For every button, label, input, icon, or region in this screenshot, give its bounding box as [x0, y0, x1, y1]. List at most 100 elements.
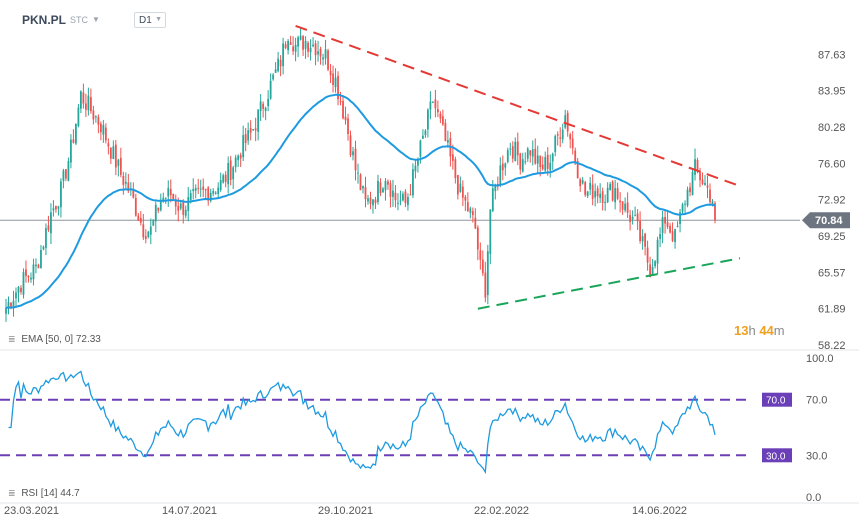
candle [382, 188, 384, 193]
candle [344, 116, 347, 121]
candle [646, 247, 649, 263]
candle [629, 215, 632, 223]
candle [591, 184, 594, 199]
candle [451, 154, 454, 161]
candle [379, 182, 382, 194]
candle [312, 44, 314, 47]
candle [424, 130, 427, 136]
rsi-tick-label: 70.0 [806, 395, 827, 407]
candle [604, 202, 607, 204]
candle [681, 204, 684, 212]
candle [369, 197, 372, 204]
rsi-params: [14] [40, 488, 58, 499]
rsi-label: RSI [21, 488, 38, 499]
candle [377, 180, 379, 203]
candle [287, 40, 290, 51]
chart-header: PKN.PL STC ▼ D1 ▼ [0, 0, 859, 40]
candle [127, 182, 130, 192]
candle [357, 172, 359, 174]
candle [204, 189, 207, 191]
candle [634, 215, 637, 217]
candle [179, 203, 182, 209]
candle [82, 92, 85, 104]
candle [644, 233, 646, 247]
y-tick-label: 58.22 [818, 340, 846, 352]
candle [666, 222, 669, 227]
candle [249, 128, 252, 133]
candle [47, 225, 50, 231]
candle [112, 146, 115, 159]
candle [359, 174, 362, 191]
candle [124, 181, 127, 184]
rsi-level-label: 30.0 [766, 451, 786, 462]
candle [654, 261, 656, 267]
candle [561, 129, 564, 140]
candle [521, 159, 524, 172]
candle [212, 190, 215, 194]
candle [197, 187, 200, 189]
candle [566, 112, 569, 132]
rsi-level-label: 70.0 [766, 396, 786, 407]
candle-timer: 13h 44m [734, 323, 785, 338]
candle [117, 159, 120, 166]
candle [434, 99, 437, 109]
candle [264, 107, 267, 112]
candle [431, 101, 434, 103]
candle [17, 286, 20, 293]
x-tick-label: 22.02.2022 [474, 505, 529, 517]
candle [219, 180, 222, 190]
candle [339, 101, 342, 103]
candle [599, 193, 602, 198]
candle [274, 69, 277, 73]
candle [202, 186, 205, 190]
candle [539, 155, 542, 168]
candle [524, 161, 527, 163]
x-tick-label: 14.07.2021 [162, 505, 217, 517]
candle [79, 91, 82, 109]
candle [40, 250, 42, 269]
y-tick-label: 72.92 [818, 195, 846, 207]
y-tick-label: 80.28 [818, 122, 846, 134]
candle [342, 100, 344, 119]
candle [60, 181, 62, 208]
indicator-settings-icon[interactable]: ≣ [8, 489, 16, 499]
candle [364, 187, 367, 200]
candle [504, 163, 507, 168]
candle [414, 165, 417, 172]
candle [292, 46, 294, 52]
candle [337, 75, 339, 100]
candle [107, 143, 110, 147]
candle [664, 216, 666, 224]
x-tick-label: 23.03.2021 [4, 505, 59, 517]
candle [279, 59, 282, 67]
candle [372, 199, 374, 206]
indicator-settings-icon[interactable]: ≣ [8, 335, 16, 345]
candle [152, 219, 155, 226]
timeframe-selector[interactable]: D1 ▼ [134, 12, 166, 28]
candle [32, 264, 35, 280]
candle [94, 116, 97, 118]
candle [267, 98, 270, 107]
candle [329, 70, 332, 76]
candle [506, 150, 509, 162]
candle [27, 275, 30, 278]
candle [686, 189, 689, 206]
chevron-down-icon[interactable]: ▼ [92, 15, 100, 24]
candle [174, 200, 177, 207]
candle [229, 160, 232, 180]
candle [10, 302, 12, 308]
candle [317, 51, 319, 55]
candle [242, 135, 245, 158]
candle [706, 185, 709, 188]
candle [352, 151, 354, 156]
candle [626, 202, 629, 213]
candle [574, 150, 577, 164]
candle [144, 236, 147, 240]
candle [619, 200, 622, 203]
ema-value: 72.33 [75, 334, 101, 345]
candle [104, 127, 107, 141]
candle [262, 103, 265, 109]
symbol-name[interactable]: PKN.PL [22, 13, 67, 27]
candle [659, 234, 661, 239]
